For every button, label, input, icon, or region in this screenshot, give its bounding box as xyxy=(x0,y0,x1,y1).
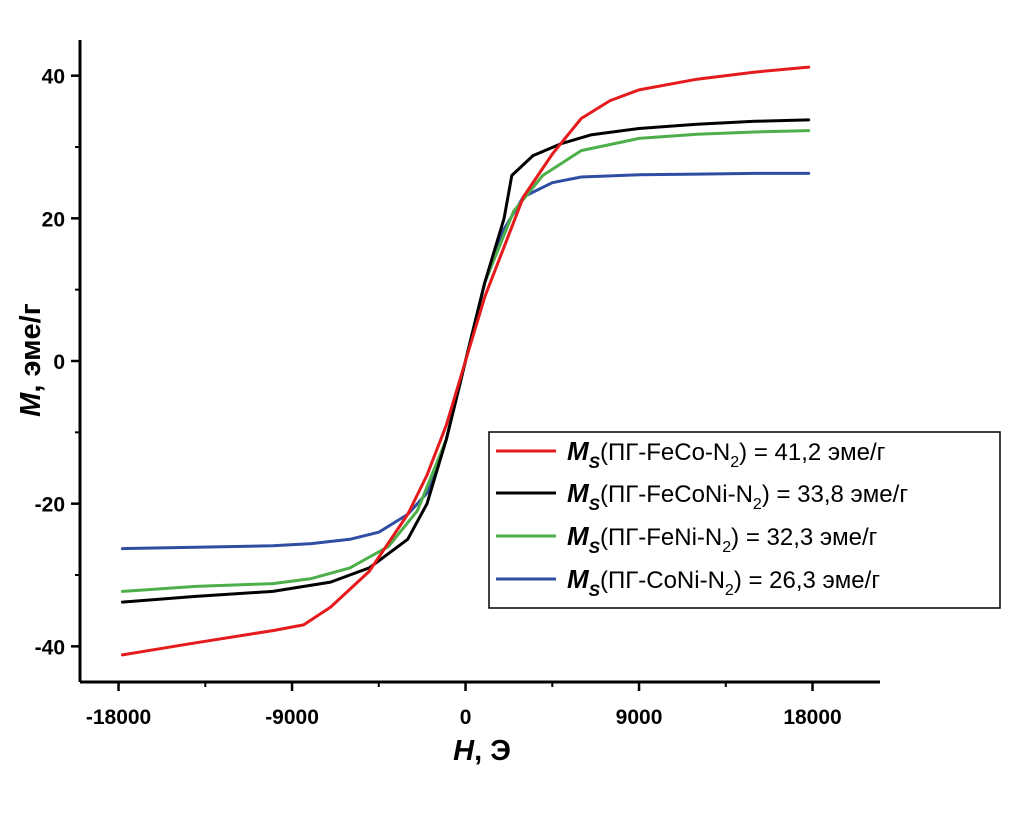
legend-items: MS(ПГ-FeCo-N2) = 41,2 эме/гMS(ПГ-FeCoNi-… xyxy=(496,436,908,600)
axes: -18000 -9000 0 9000 18000 -40 -20 0 20 40 xyxy=(35,40,880,729)
x-tick-label: 18000 xyxy=(783,706,841,729)
legend-label-pre: (ПГ-FeCoNi-N xyxy=(600,481,753,508)
legend-label-pre: (ПГ-FeNi-N xyxy=(600,524,722,551)
series-line-1 xyxy=(120,118,811,604)
legend-ms-symbol: M xyxy=(567,478,590,508)
legend-label-subscript: 2 xyxy=(730,454,739,471)
legend-ms-subscript: S xyxy=(589,495,601,514)
series-lines xyxy=(120,65,811,657)
legend-entry: MS(ПГ-FeCo-N2) = 41,2 эме/г xyxy=(567,436,886,472)
legend-ms-subscript: S xyxy=(589,581,601,600)
y-axis-title: M, эме/г xyxy=(15,303,47,417)
x-tick-label: -9000 xyxy=(265,706,319,729)
y-axis-var: M xyxy=(15,392,47,417)
legend-ms-symbol: M xyxy=(567,436,590,466)
legend-ms-subscript: S xyxy=(589,453,601,472)
legend-label-pre: (ПГ-CoNi-N xyxy=(600,567,725,594)
x-tick-label: 0 xyxy=(460,706,472,729)
x-axis-unit: , Э xyxy=(474,735,511,767)
legend-label-post: ) = 32,3 эме/г xyxy=(731,524,877,551)
y-tick-label: 40 xyxy=(42,66,65,89)
legend-label-post: ) = 26,3 эме/г xyxy=(734,567,880,594)
legend-label-subscript: 2 xyxy=(753,496,762,513)
legend-label-subscript: 2 xyxy=(722,539,731,556)
x-ticks: -18000 -9000 0 9000 18000 xyxy=(86,682,842,729)
legend-label-post: ) = 41,2 эме/г xyxy=(739,439,885,466)
legend-label-post: ) = 33,8 эме/г xyxy=(762,481,908,508)
legend-label-pre: (ПГ-FeCo-N xyxy=(600,439,730,466)
legend-entry: MS(ПГ-FeCoNi-N2) = 33,8 эме/г xyxy=(567,478,908,514)
legend-entry: MS(ПГ-FeNi-N2) = 32,3 эме/г xyxy=(567,521,878,557)
legend-ms-symbol: M xyxy=(567,564,590,594)
legend-box xyxy=(488,431,1001,609)
legend-entry: MS(ПГ-CoNi-N2) = 26,3 эме/г xyxy=(567,564,880,600)
x-tick-label: -18000 xyxy=(86,706,151,729)
y-tick-label: -20 xyxy=(35,494,65,517)
y-tick-label: -40 xyxy=(35,636,65,659)
series-line-0 xyxy=(120,65,811,657)
y-axis-unit: , эме/г xyxy=(15,303,47,392)
legend: MS(ПГ-FeCo-N2) = 41,2 эме/гMS(ПГ-FeCoNi-… xyxy=(488,431,1001,609)
legend-ms-subscript: S xyxy=(589,538,601,557)
x-tick-label: 9000 xyxy=(616,706,663,729)
y-tick-label: 0 xyxy=(53,351,65,374)
y-tick-label: 20 xyxy=(42,208,65,231)
y-ticks: -40 -20 0 20 40 xyxy=(35,66,80,659)
x-axis-title: H, Э xyxy=(453,735,511,767)
x-axis-var: H xyxy=(453,735,475,767)
legend-label-subscript: 2 xyxy=(725,582,734,599)
legend-ms-symbol: M xyxy=(567,521,590,551)
